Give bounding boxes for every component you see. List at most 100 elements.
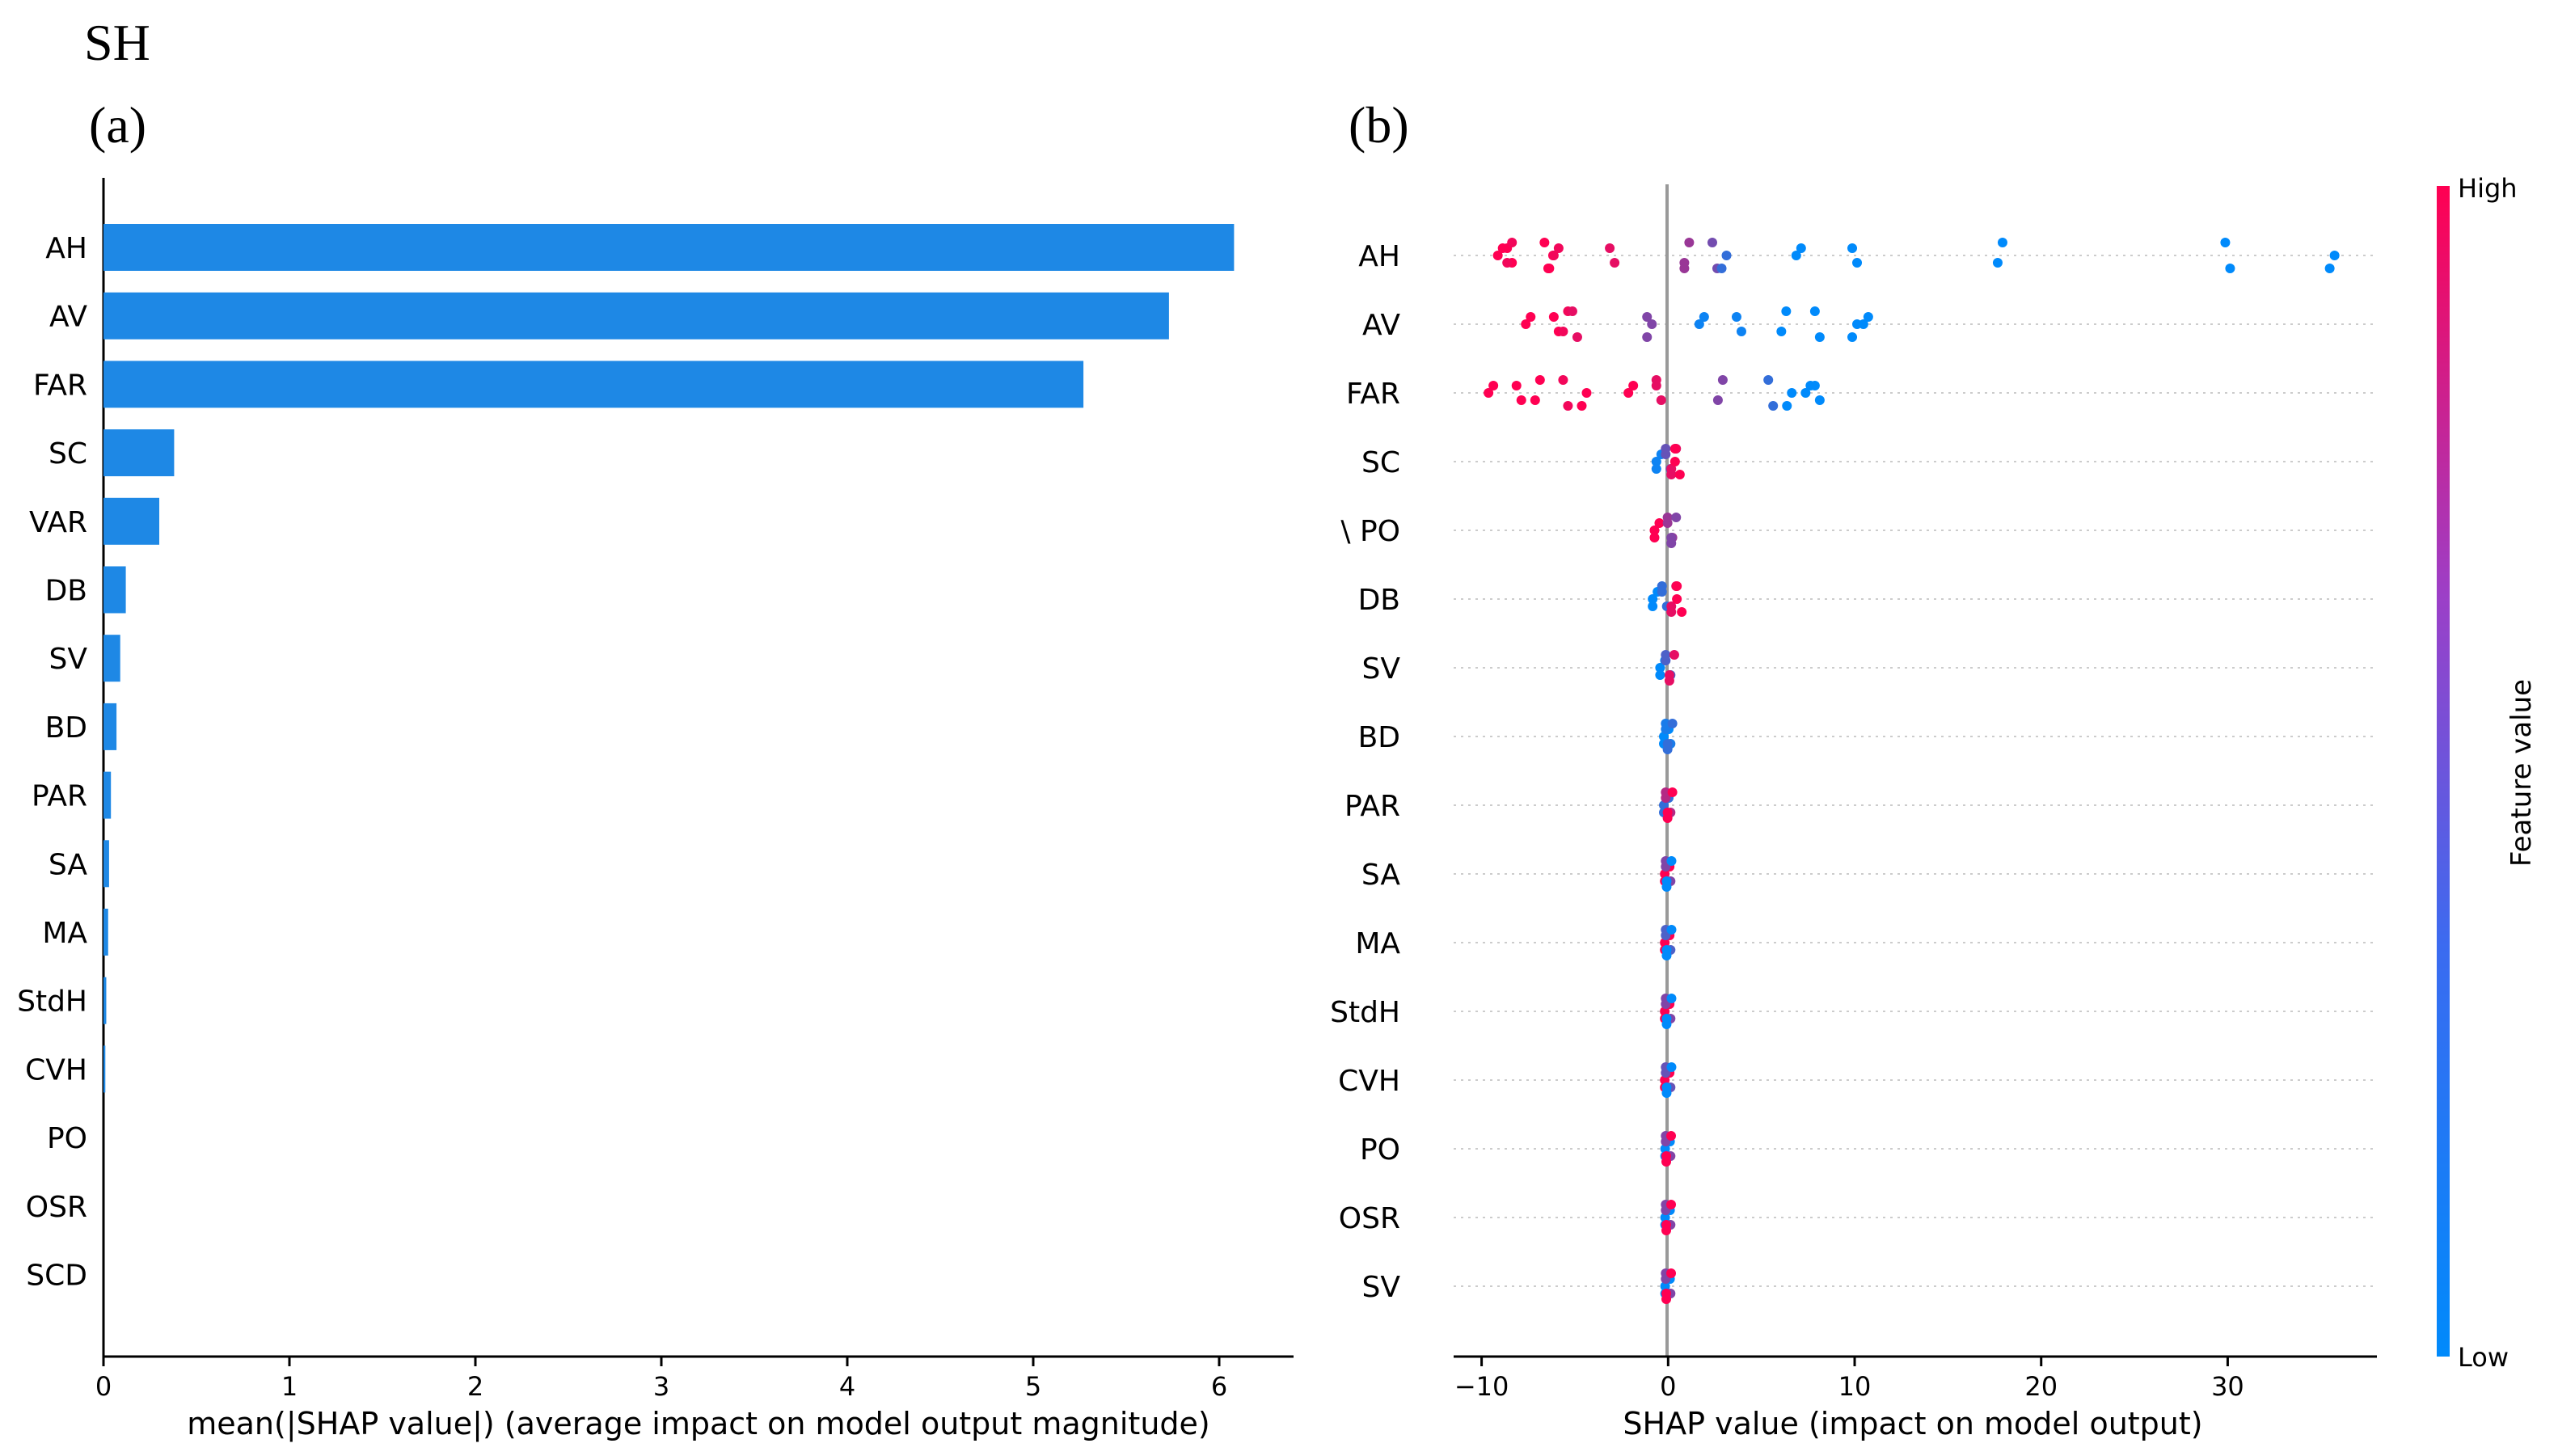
swarm-point bbox=[1661, 787, 1671, 797]
swarm-point bbox=[1581, 388, 1592, 398]
swarm-point bbox=[1674, 470, 1685, 479]
colorbar-title: Feature value bbox=[2505, 679, 2538, 867]
swarm-category-label: DB bbox=[1358, 584, 1400, 617]
swarm-point bbox=[1666, 994, 1677, 1003]
swarm-category-label: MA bbox=[1355, 927, 1400, 960]
bar-x-tick-label: 5 bbox=[1025, 1371, 1041, 1402]
swarm-point bbox=[1507, 238, 1517, 247]
swarm-point bbox=[1651, 457, 1661, 466]
bar-category-label: SA bbox=[49, 848, 88, 881]
swarm-point bbox=[1800, 388, 1811, 398]
bar-sc bbox=[103, 429, 175, 477]
swarm-point bbox=[1548, 312, 1559, 322]
swarm-category-label: SA bbox=[1361, 859, 1401, 892]
panel-b-label: (b) bbox=[1349, 96, 1409, 154]
swarm-point bbox=[1647, 319, 1657, 329]
swarm-point bbox=[1716, 264, 1727, 273]
beeswarm-panel: AH AV FAR SC \ PO DB SV BD PAR SA MA StdH CVH PO OSR SV… bbox=[1330, 173, 2538, 1441]
swarm-point bbox=[1567, 306, 1577, 316]
swarm-point bbox=[1847, 243, 1858, 253]
bar-bd bbox=[103, 703, 117, 750]
swarm-point bbox=[1669, 444, 1680, 454]
swarm-point bbox=[1659, 800, 1669, 810]
swarm-x-tick-label: 10 bbox=[1838, 1371, 1872, 1402]
swarm-point bbox=[1623, 388, 1634, 398]
swarm-point bbox=[1648, 601, 1658, 611]
swarm-category-label: CVH bbox=[1338, 1065, 1400, 1098]
swarm-point bbox=[1642, 312, 1653, 322]
panel-a-label: (a) bbox=[89, 96, 146, 154]
swarm-point bbox=[1516, 395, 1526, 405]
swarm-point bbox=[1992, 258, 2003, 268]
bar-category-label: MA bbox=[42, 917, 87, 950]
swarm-x-tick-label: 20 bbox=[2024, 1371, 2058, 1402]
bar-category-label: BD bbox=[45, 711, 87, 745]
swarm-point bbox=[1649, 533, 1660, 542]
swarm-point bbox=[1662, 513, 1673, 522]
swarm-point bbox=[1651, 375, 1661, 385]
bar-category-label: OSR bbox=[26, 1191, 87, 1224]
swarm-point bbox=[1661, 1019, 1672, 1029]
swarm-category-label: SC bbox=[1361, 446, 1400, 479]
swarm-point bbox=[1543, 264, 1553, 273]
swarm-category-label: FAR bbox=[1346, 378, 1400, 411]
swarm-category-label: SV bbox=[1362, 652, 1401, 686]
swarm-x-axis-label: SHAP value (impact on model output) bbox=[1623, 1406, 2202, 1441]
swarm-point bbox=[1717, 375, 1728, 385]
swarm-point bbox=[1669, 650, 1679, 660]
swarm-point bbox=[1511, 381, 1522, 390]
swarm-point bbox=[1661, 444, 1671, 454]
swarm-point bbox=[1539, 238, 1550, 247]
bar-far bbox=[103, 361, 1084, 408]
swarm-point bbox=[1660, 938, 1670, 947]
swarm-point bbox=[1654, 518, 1665, 528]
swarm-point bbox=[2220, 238, 2231, 247]
swarm-point bbox=[1558, 375, 1568, 385]
swarm-point bbox=[1847, 332, 1858, 342]
swarm-point bbox=[1763, 375, 1774, 385]
bar-x-tick-label: 0 bbox=[95, 1371, 112, 1402]
bar-x-tick-label: 4 bbox=[839, 1371, 855, 1402]
swarm-point bbox=[1787, 388, 1797, 398]
bar-var bbox=[103, 497, 159, 545]
bar-av bbox=[103, 292, 1169, 340]
swarm-point bbox=[1694, 319, 1704, 329]
swarm-point bbox=[1660, 1007, 1670, 1016]
swarm-point bbox=[1814, 332, 1825, 342]
bar-ma bbox=[103, 909, 108, 956]
swarm-point bbox=[1666, 1268, 1677, 1278]
swarm-point bbox=[1677, 607, 1687, 617]
swarm-point bbox=[1667, 719, 1678, 728]
swarm-point bbox=[1858, 319, 1868, 329]
swarm-category-label: OSR bbox=[1339, 1202, 1400, 1235]
swarm-point bbox=[1662, 745, 1673, 754]
swarm-x-tick-label: 30 bbox=[2211, 1371, 2244, 1402]
bar-x-tick-label: 2 bbox=[467, 1371, 483, 1402]
swarm-point bbox=[1736, 327, 1746, 336]
bar-cvh bbox=[103, 1045, 106, 1093]
swarm-point bbox=[1666, 1131, 1677, 1141]
swarm-category-label: AH bbox=[1358, 240, 1400, 273]
swarm-category-label: PAR bbox=[1344, 790, 1400, 823]
swarm-point bbox=[2324, 264, 2335, 273]
swarm-point bbox=[1659, 732, 1669, 741]
bar-category-label: PAR bbox=[32, 780, 87, 813]
swarm-point bbox=[1661, 1157, 1672, 1167]
swarm-point bbox=[1660, 1213, 1670, 1222]
swarm-point bbox=[1852, 258, 1863, 268]
swarm-point bbox=[2225, 264, 2235, 273]
bar-category-label: SV bbox=[49, 643, 88, 676]
bar-db bbox=[103, 566, 126, 614]
swarm-point bbox=[1660, 1144, 1670, 1154]
bar-stdh bbox=[103, 977, 107, 1024]
swarm-point bbox=[1558, 327, 1568, 336]
swarm-point bbox=[1667, 787, 1678, 797]
swarm-point bbox=[1664, 676, 1674, 686]
swarm-point bbox=[1809, 381, 1820, 390]
bar-ah bbox=[103, 224, 1235, 271]
swarm-point bbox=[1796, 243, 1806, 253]
swarm-point bbox=[1605, 243, 1615, 253]
swarm-point bbox=[1577, 401, 1587, 411]
swarm-point bbox=[1662, 813, 1673, 823]
